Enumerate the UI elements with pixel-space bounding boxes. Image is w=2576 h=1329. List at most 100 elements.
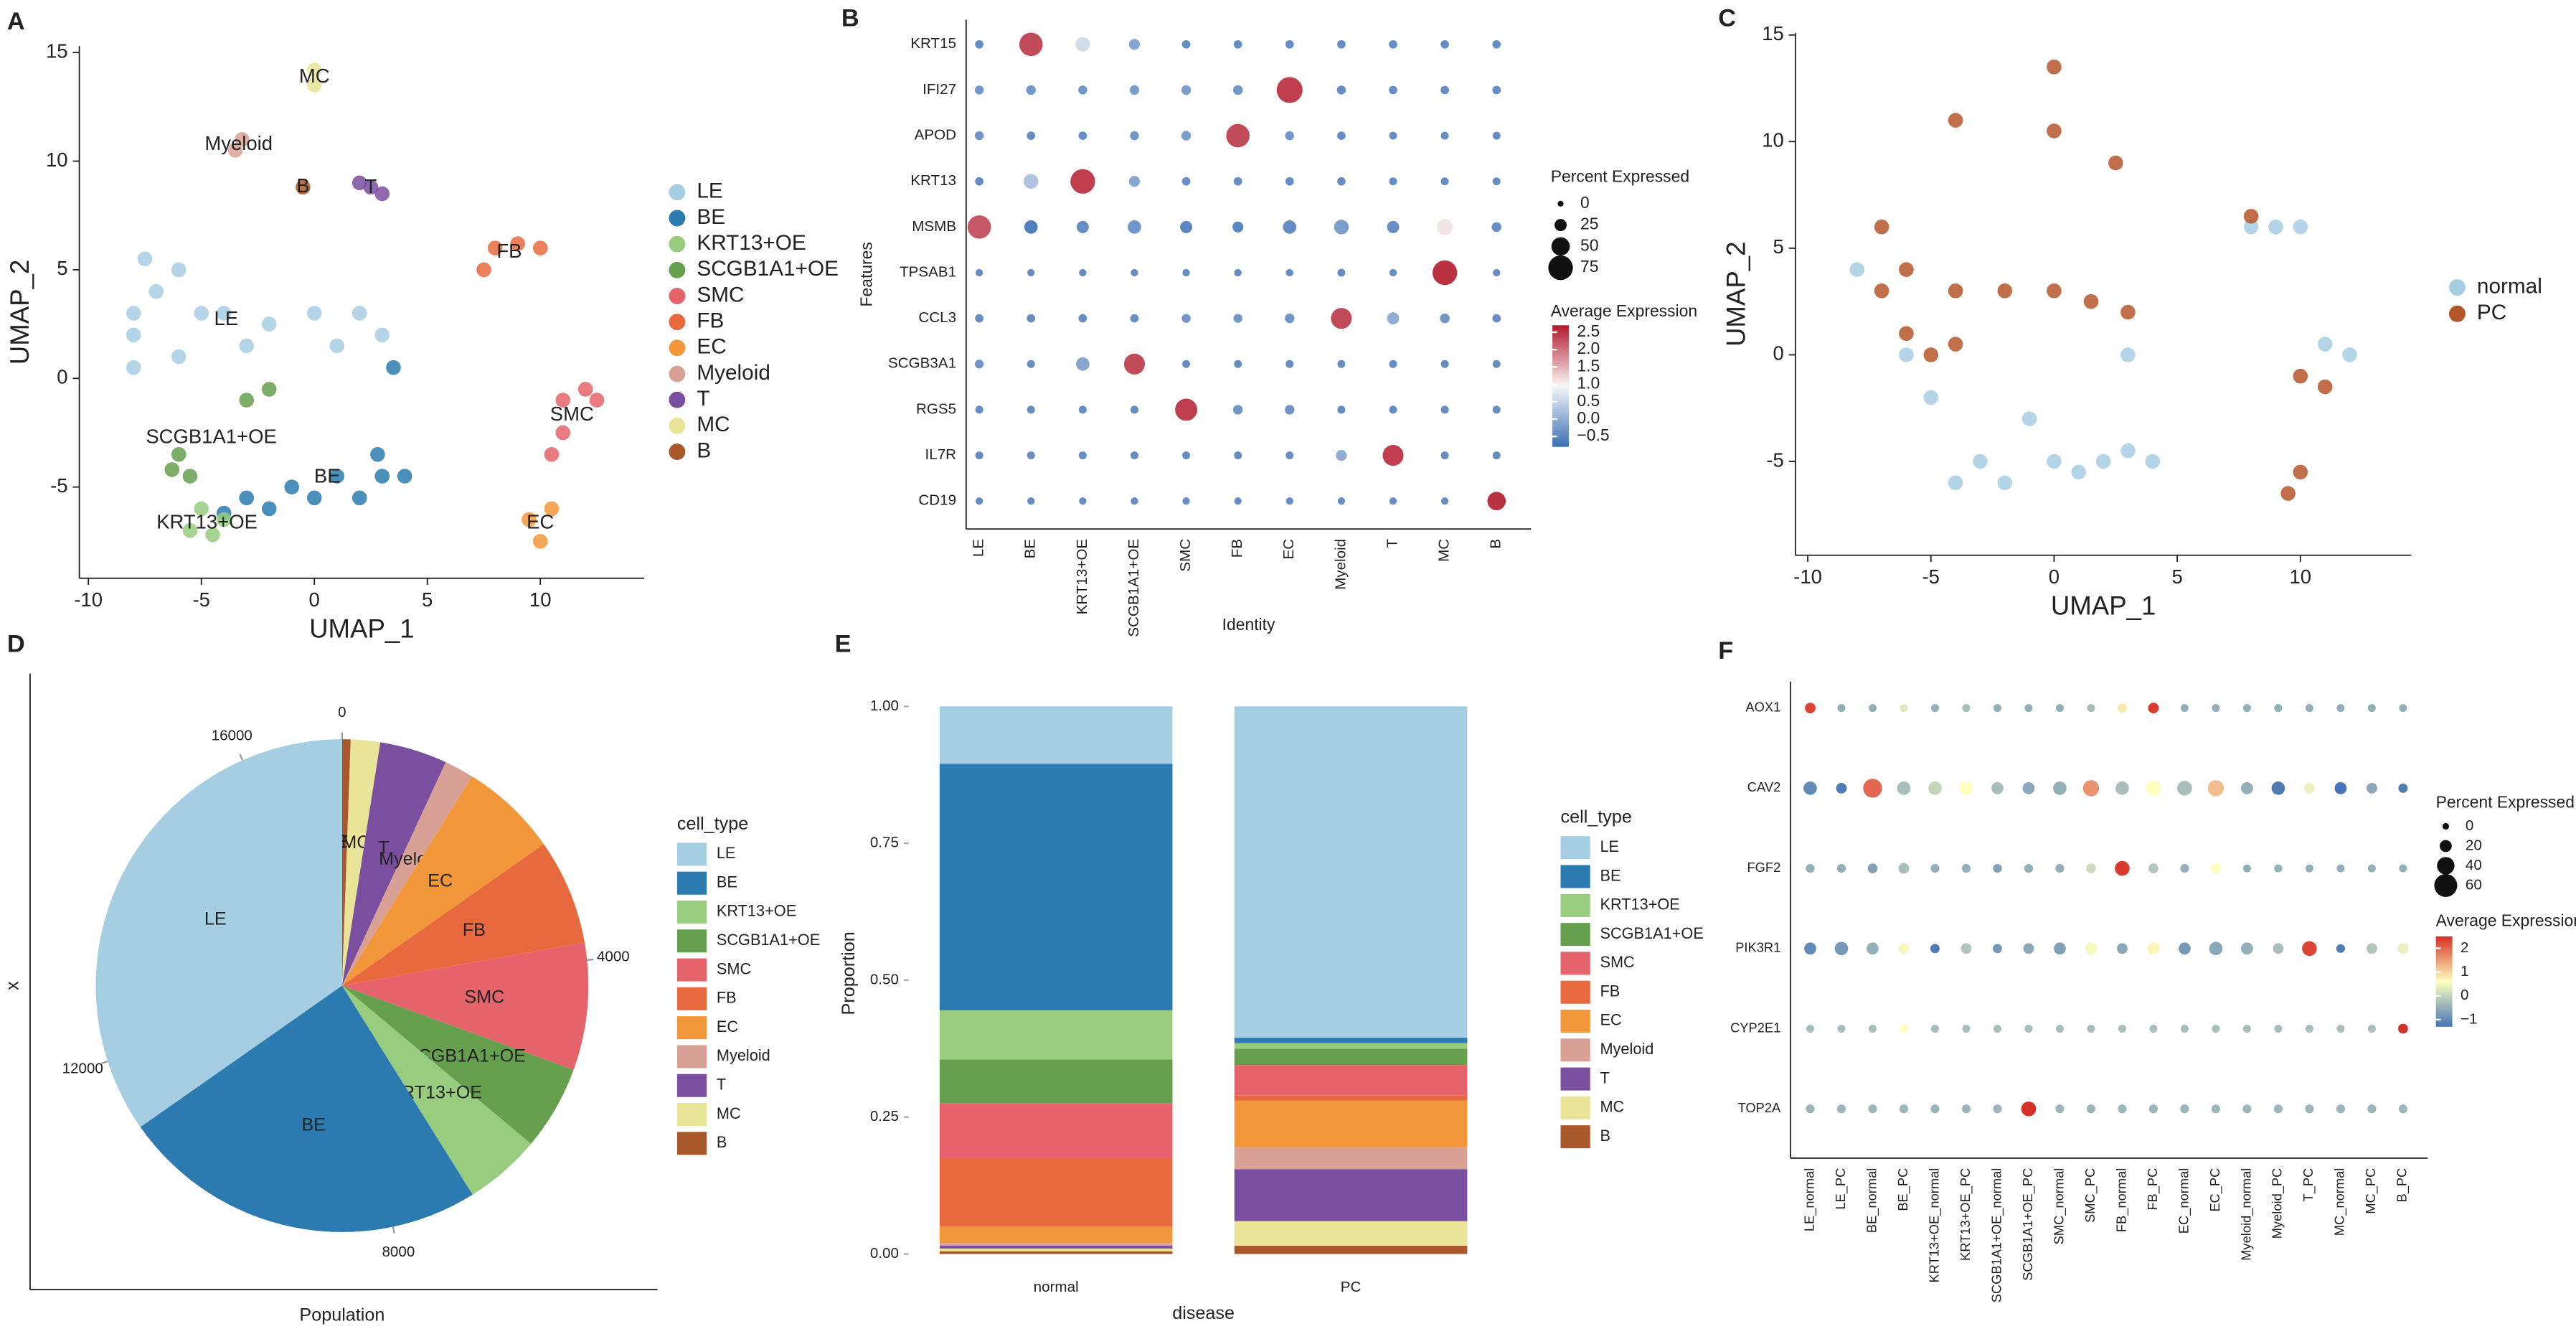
slice: [341, 742, 446, 986]
dot: [1078, 314, 1088, 323]
dot: [1389, 85, 1397, 95]
feature-label: PIK3R1: [1735, 940, 1780, 955]
angle-tick-label: 0: [338, 704, 346, 720]
size-key-label: 50: [1580, 235, 1598, 254]
bar-segment: [939, 1059, 1173, 1104]
dot: [2273, 943, 2284, 954]
slice-label: BE: [301, 1114, 326, 1135]
dot: [1336, 449, 1347, 461]
point: [386, 360, 401, 375]
identity-label: Myeloid_PC: [2270, 1168, 2285, 1239]
legend-key: [669, 417, 686, 434]
dot: [1928, 781, 1942, 795]
legend-key: [1560, 893, 1590, 917]
colorbar-label: 2.5: [1577, 321, 1600, 340]
dot: [1440, 360, 1449, 368]
identity-label: BE_normal: [1864, 1168, 1879, 1234]
x-axis-label: disease: [1172, 1303, 1235, 1323]
identity-label: SMC_PC: [2082, 1168, 2098, 1223]
legend-label: EC: [1600, 1011, 1621, 1029]
legend-label: T: [697, 387, 709, 410]
dot: [2336, 864, 2345, 873]
dot: [1437, 219, 1453, 235]
legend-title: cell_type: [1561, 807, 1632, 827]
legend-key: [669, 339, 686, 357]
angle-tick-label: 16000: [212, 727, 253, 743]
dot: [1440, 497, 1449, 505]
point: [476, 262, 491, 278]
dot: [1836, 1104, 1846, 1114]
dot: [2367, 1024, 2376, 1033]
dot: [2242, 864, 2251, 873]
x-tick-label: 5: [422, 588, 433, 611]
dot: [1389, 268, 1397, 277]
dot: [1079, 497, 1087, 505]
point: [2047, 123, 2062, 138]
dot: [1337, 39, 1346, 49]
size-key: [2434, 873, 2458, 897]
dot: [2242, 704, 2251, 713]
slice-label: FB: [463, 920, 486, 940]
legend-label: B: [697, 438, 711, 462]
dot: [2024, 1024, 2033, 1033]
dot: [975, 451, 983, 460]
slice: [95, 739, 342, 1127]
feature-label: APOD: [915, 127, 956, 144]
identity-label: MC_PC: [2363, 1168, 2379, 1214]
point: [182, 522, 198, 538]
identity-label: T_PC: [2301, 1168, 2316, 1202]
dot: [1234, 451, 1242, 460]
dot: [1182, 360, 1191, 368]
legend-key: [1560, 980, 1590, 1004]
x-tick-label: 10: [2290, 565, 2312, 588]
dot: [1180, 220, 1193, 233]
bar-segment: [1234, 1221, 1468, 1246]
identity-label: LE_normal: [1801, 1168, 1817, 1231]
dot: [1130, 314, 1139, 323]
identity-label: BE_PC: [1895, 1168, 1911, 1211]
size-key: [2437, 857, 2455, 875]
dot: [2148, 703, 2159, 714]
angle-tick: [587, 958, 594, 962]
point: [1874, 219, 1889, 235]
legend-label: normal: [2477, 274, 2542, 298]
dot: [1130, 131, 1139, 141]
size-key-label: 0: [2466, 817, 2473, 834]
y-tick-label: 0.75: [870, 835, 899, 851]
panel-label: C: [1718, 5, 1736, 32]
dot: [2242, 1104, 2252, 1114]
dot: [1027, 360, 1035, 368]
slice: [140, 985, 473, 1232]
feature-label: KRT15: [910, 35, 956, 52]
point: [1923, 347, 1939, 362]
cluster-label: T: [365, 175, 377, 197]
angle-tick-label: 12000: [62, 1061, 103, 1077]
dot: [1076, 357, 1090, 371]
point: [370, 446, 385, 462]
point: [235, 131, 250, 147]
dot: [2397, 943, 2409, 954]
dot: [1440, 451, 1449, 460]
dot: [2177, 781, 2192, 796]
x-tick-label: -5: [192, 588, 209, 611]
y-axis-label: UMAP_2: [1721, 242, 1750, 347]
identity-label: B_PC: [2395, 1168, 2410, 1203]
identity-label: KRT13+OE: [1074, 539, 1090, 615]
point: [329, 338, 345, 354]
angle-tick: [101, 1060, 108, 1064]
slice: [341, 739, 351, 986]
dot: [1234, 497, 1242, 505]
size-key-label: 75: [1580, 257, 1598, 276]
slice: [341, 739, 381, 986]
angle-tick-label: 4000: [597, 949, 630, 965]
dot: [2180, 1024, 2189, 1033]
legend-key: [676, 1102, 707, 1127]
dot: [1131, 268, 1138, 277]
legend-label: PC: [2477, 301, 2506, 324]
slice: [341, 985, 532, 1195]
identity-label: SCGB1A1+OE_normal: [1988, 1168, 2004, 1303]
dot: [1440, 85, 1449, 95]
feature-label: CYP2E1: [1730, 1020, 1780, 1035]
dot: [2212, 1024, 2220, 1033]
